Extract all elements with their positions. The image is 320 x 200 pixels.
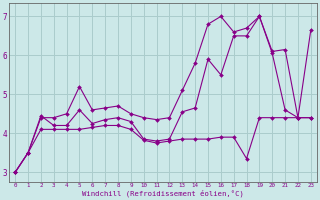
X-axis label: Windchill (Refroidissement éolien,°C): Windchill (Refroidissement éolien,°C): [82, 190, 244, 197]
